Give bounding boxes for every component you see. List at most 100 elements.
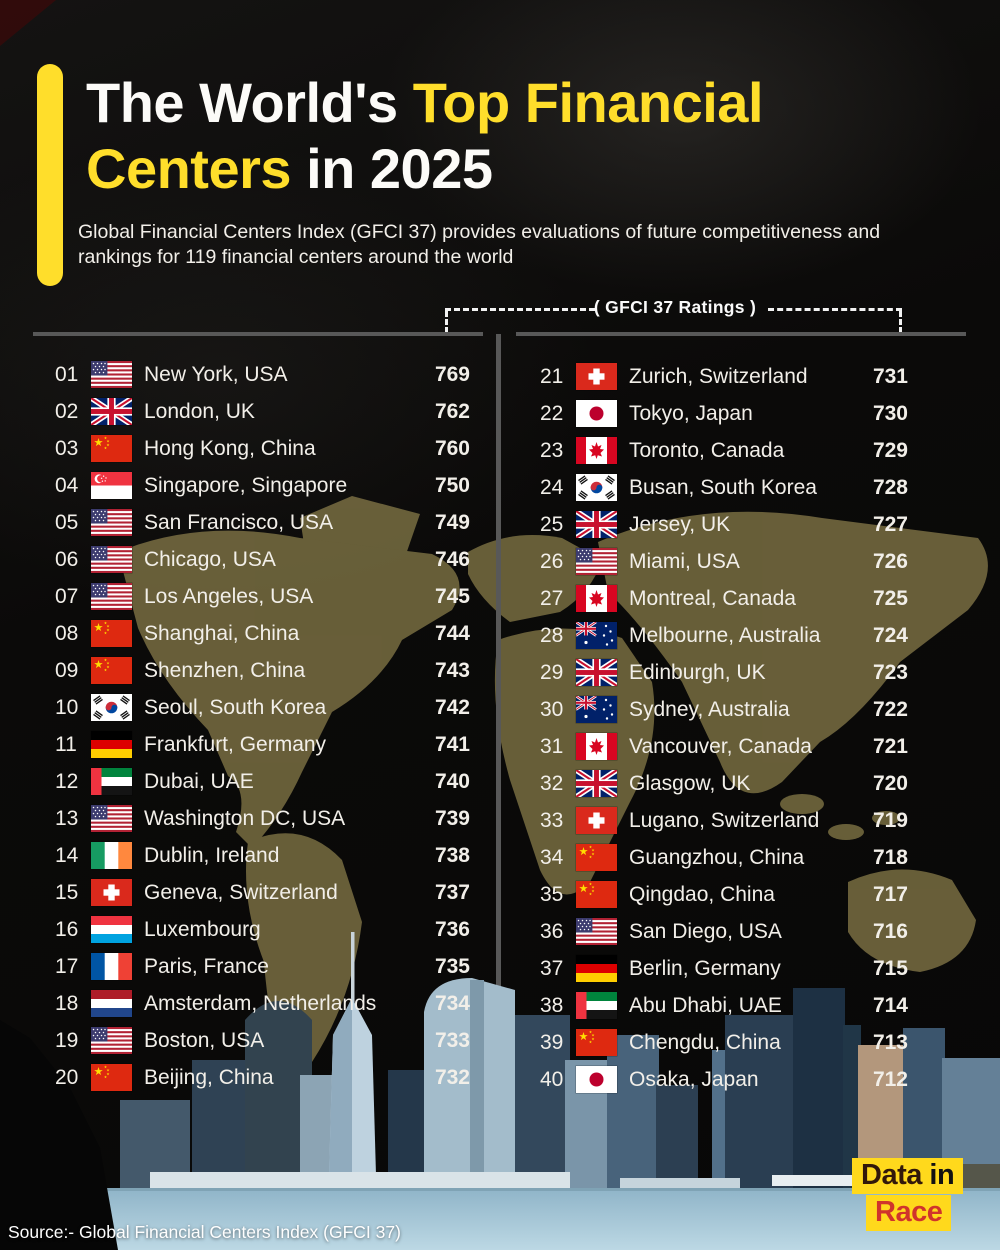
rating-value: 723 (872, 660, 908, 684)
city-name: Zurich, Switzerland (629, 364, 808, 388)
ranking-row: 06 Chicago, USA 746 (55, 541, 470, 578)
city-name: Berlin, Germany (629, 956, 781, 980)
ranking-row: 30 Sydney, Australia 722 (540, 691, 908, 728)
flag-us-icon (91, 361, 132, 388)
city-name: Frankfurt, Germany (144, 732, 327, 756)
rating-value: 731 (872, 364, 908, 388)
ratings-header-label: ( GFCI 37 Ratings ) (593, 297, 757, 317)
flag-ie-icon (91, 842, 132, 869)
city-name: Los Angeles, USA (144, 584, 314, 608)
city-name: London, UK (144, 399, 255, 423)
rating-value: 736 (434, 917, 470, 941)
city-name: Miami, USA (629, 549, 740, 573)
ranking-row: 36 San Diego, USA 716 (540, 913, 908, 950)
ranking-row: 18 Amsterdam, Netherlands 734 (55, 985, 470, 1022)
ranking-row: 23 Toronto, Canada 729 (540, 432, 908, 469)
rating-value: 726 (872, 549, 908, 573)
rank-number: 35 (540, 882, 564, 906)
rank-number: 40 (540, 1067, 564, 1091)
flag-cn-icon (91, 435, 132, 462)
city-name: Melbourne, Australia (629, 623, 821, 647)
ranking-row: 14 Dublin, Ireland 738 (55, 837, 470, 874)
rating-value: 735 (434, 954, 470, 978)
flag-cn-icon (91, 657, 132, 684)
city-name: Tokyo, Japan (629, 401, 753, 425)
corner-accent-shape (0, 0, 56, 46)
flag-cn-icon (576, 881, 617, 908)
city-name: San Diego, USA (629, 919, 782, 943)
flag-kr-icon (576, 474, 617, 501)
rating-value: 719 (872, 808, 908, 832)
city-name: Glasgow, UK (629, 771, 751, 795)
rating-value: 714 (872, 993, 908, 1017)
table-top-rule-right (516, 332, 966, 336)
source-note: Source:- Global Financial Centers Index … (8, 1222, 401, 1242)
flag-us-icon (91, 805, 132, 832)
flag-cn-icon (91, 1064, 132, 1091)
city-name: New York, USA (144, 362, 288, 386)
rank-number: 18 (55, 991, 79, 1015)
rank-number: 24 (540, 475, 564, 499)
flag-ch-icon (576, 363, 617, 390)
rating-value: 732 (434, 1065, 470, 1089)
rating-value: 716 (872, 919, 908, 943)
rating-value: 769 (434, 362, 470, 386)
flag-uk-icon (574, 508, 619, 541)
rating-value: 733 (434, 1028, 470, 1052)
rank-number: 36 (540, 919, 564, 943)
rating-value: 742 (434, 695, 470, 719)
rating-value: 713 (872, 1030, 908, 1054)
city-name: Toronto, Canada (629, 438, 785, 462)
rating-value: 727 (872, 512, 908, 536)
flag-de-icon (91, 731, 132, 758)
rank-number: 22 (540, 401, 564, 425)
city-name: Jersey, UK (629, 512, 731, 536)
rank-number: 38 (540, 993, 564, 1017)
flag-cn-icon (576, 1029, 617, 1056)
flag-jp-icon (576, 400, 617, 427)
rating-value: 725 (872, 586, 908, 610)
flag-fr-icon (91, 953, 132, 980)
city-name: Edinburgh, UK (629, 660, 766, 684)
rating-value: 745 (434, 584, 470, 608)
rating-value: 722 (872, 697, 908, 721)
rating-value: 730 (872, 401, 908, 425)
city-name: Dublin, Ireland (144, 843, 280, 867)
city-name: Chicago, USA (144, 547, 276, 571)
ranking-row: 03 Hong Kong, China 760 (55, 430, 470, 467)
title-accent-bar (37, 64, 63, 286)
title-part-2: Top Financial (412, 71, 764, 134)
ranking-column-left: 01 New York, USA 769 02 London, UK 762 03 Hong … (55, 356, 470, 1096)
flag-uk-icon (574, 767, 619, 800)
flag-de-icon (576, 955, 617, 982)
rank-number: 20 (55, 1065, 79, 1089)
ranking-row: 05 San Francisco, USA 749 (55, 504, 470, 541)
ranking-row: 35 Qingdao, China 717 (540, 876, 908, 913)
flag-ca-icon (576, 437, 617, 464)
ranking-row: 21 Zurich, Switzerland 731 (540, 358, 908, 395)
rating-value: 729 (872, 438, 908, 462)
rating-value: 749 (434, 510, 470, 534)
ranking-row: 08 Shanghai, China 744 (55, 615, 470, 652)
flag-us-icon (91, 1027, 132, 1054)
rating-value: 762 (434, 399, 470, 423)
ranking-row: 37 Berlin, Germany 715 (540, 950, 908, 987)
ranking-row: 33 Lugano, Switzerland 719 (540, 802, 908, 839)
flag-ae-icon (576, 992, 617, 1019)
rank-number: 02 (55, 399, 79, 423)
flag-ch-icon (576, 807, 617, 834)
flag-ch-icon (91, 879, 132, 906)
ranking-row: 34 Guangzhou, China 718 (540, 839, 908, 876)
city-name: Guangzhou, China (629, 845, 805, 869)
city-name: Osaka, Japan (629, 1067, 759, 1091)
rating-value: 715 (872, 956, 908, 980)
rating-value: 740 (434, 769, 470, 793)
ranking-row: 07 Los Angeles, USA 745 (55, 578, 470, 615)
ranking-row: 27 Montreal, Canada 725 (540, 580, 908, 617)
flag-ae-icon (91, 768, 132, 795)
ranking-row: 29 Edinburgh, UK 723 (540, 654, 908, 691)
bracket-corner-right (899, 311, 902, 333)
rank-number: 31 (540, 734, 564, 758)
rank-number: 32 (540, 771, 564, 795)
